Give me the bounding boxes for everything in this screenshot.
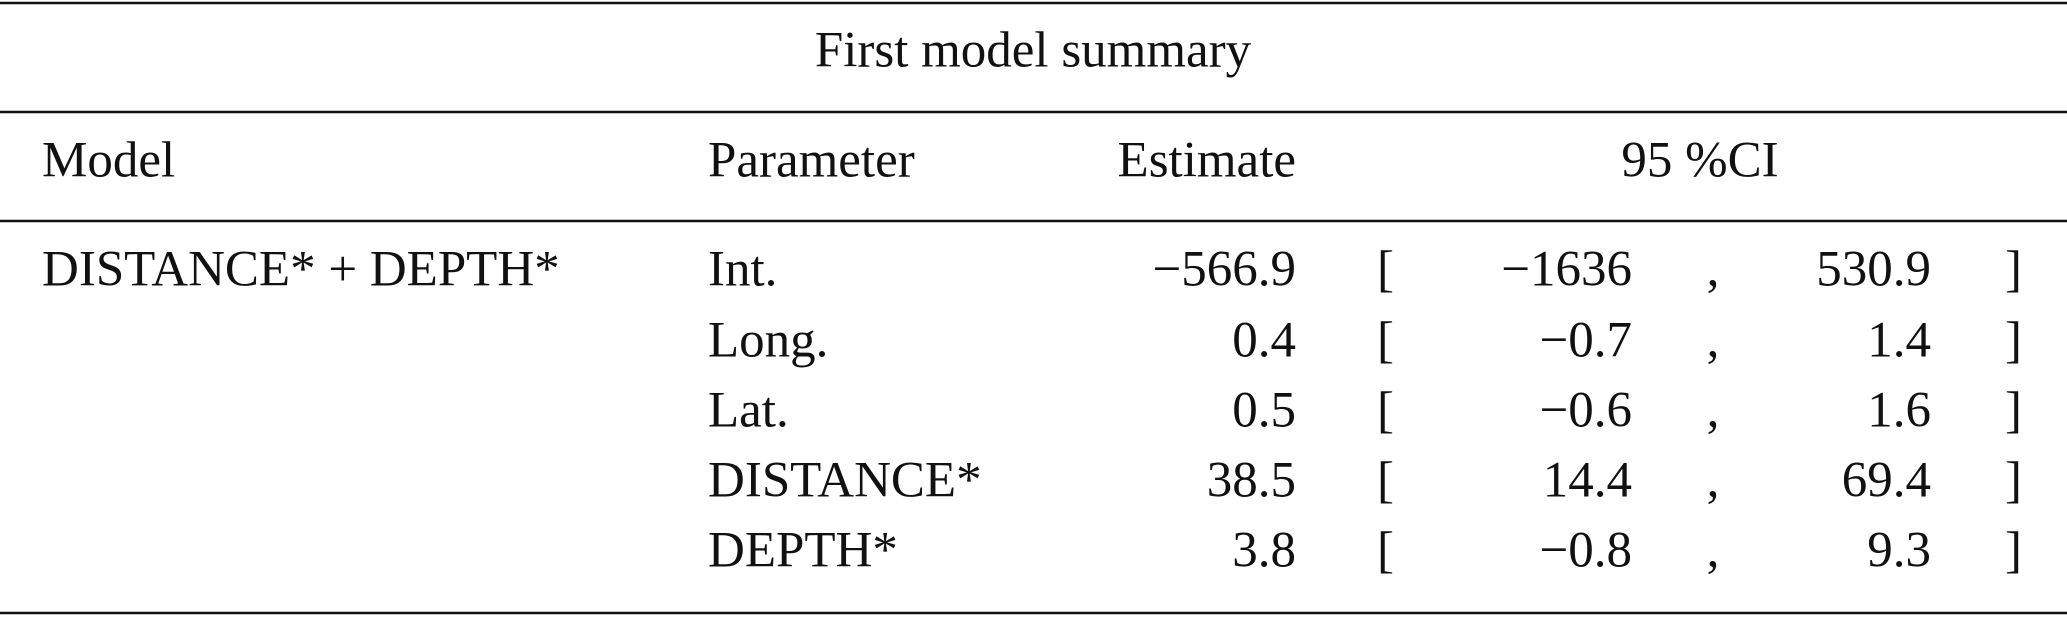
ci-bracket: [ (1377, 313, 1394, 369)
parameter-cell: Int. (708, 242, 777, 298)
ci-upper-cell: 1.4 (1867, 313, 1931, 369)
ci-lower-cell: −1636 (1501, 242, 1632, 298)
ci-lower-cell: −0.8 (1539, 523, 1632, 579)
ci-bracket: [ (1377, 242, 1394, 298)
ci-bracket: ] (2005, 453, 2022, 509)
ci-upper-cell: 530.9 (1816, 242, 1931, 298)
header-cell: 95 %CI (1621, 133, 1778, 189)
ci-separator: , (1707, 383, 1720, 439)
header-cell: Parameter (708, 133, 915, 189)
estimate-cell: 38.5 (1207, 453, 1296, 509)
ci-separator: , (1707, 313, 1720, 369)
table-title: First model summary (815, 23, 1252, 79)
ci-upper-cell: 9.3 (1867, 523, 1931, 579)
estimate-cell: 0.5 (1232, 383, 1296, 439)
ci-separator: , (1707, 453, 1720, 509)
header-cell: Model (42, 133, 175, 189)
estimate-cell: 3.8 (1232, 523, 1296, 579)
parameter-cell: Long. (708, 313, 828, 369)
ci-separator: , (1707, 523, 1720, 579)
ci-bracket: ] (2005, 313, 2022, 369)
parameter-cell: Lat. (708, 383, 789, 439)
estimate-cell: 0.4 (1232, 313, 1296, 369)
parameter-cell: DEPTH* (708, 523, 898, 579)
ci-bracket: ] (2005, 242, 2022, 298)
ci-upper-cell: 1.6 (1867, 383, 1931, 439)
ci-upper-cell: 69.4 (1842, 453, 1931, 509)
ci-bracket: ] (2005, 523, 2022, 579)
ci-lower-cell: −0.7 (1539, 313, 1632, 369)
estimate-cell: −566.9 (1152, 242, 1296, 298)
ci-bracket: [ (1377, 453, 1394, 509)
ci-bracket: ] (2005, 383, 2022, 439)
header-cell: Estimate (1118, 133, 1296, 189)
ci-bracket: [ (1377, 383, 1394, 439)
ci-lower-cell: 14.4 (1543, 453, 1632, 509)
ci-separator: , (1707, 242, 1720, 298)
model-cell: DISTANCE* + DEPTH* (42, 242, 560, 298)
ci-lower-cell: −0.6 (1539, 383, 1632, 439)
ci-bracket: [ (1377, 523, 1394, 579)
parameter-cell: DISTANCE* (708, 453, 982, 509)
